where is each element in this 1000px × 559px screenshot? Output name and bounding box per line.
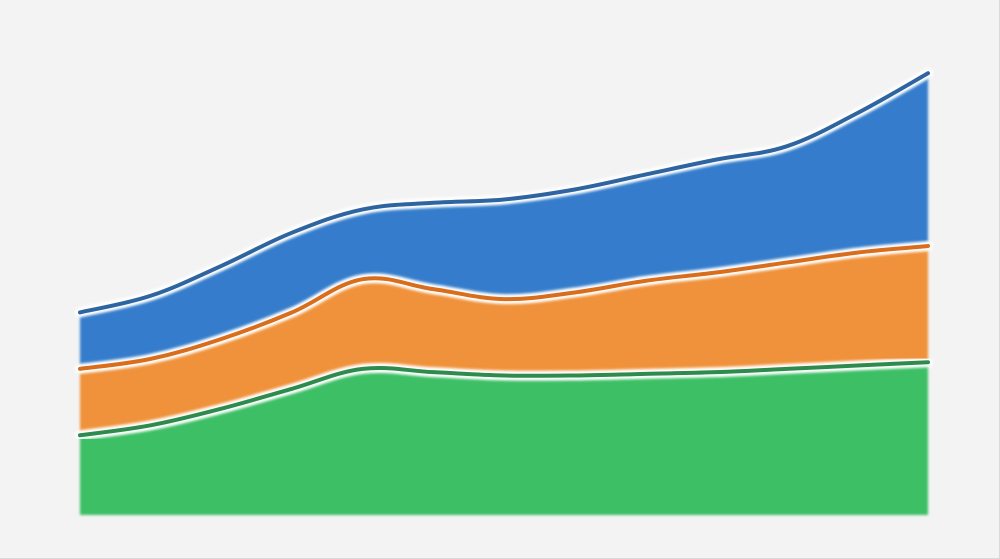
series-2-line <box>78 243 930 371</box>
series-lines <box>75 68 933 441</box>
series-3-line <box>78 71 930 315</box>
series-3-area <box>80 73 928 369</box>
series-1-area <box>80 362 928 515</box>
series-1-line <box>78 360 930 438</box>
